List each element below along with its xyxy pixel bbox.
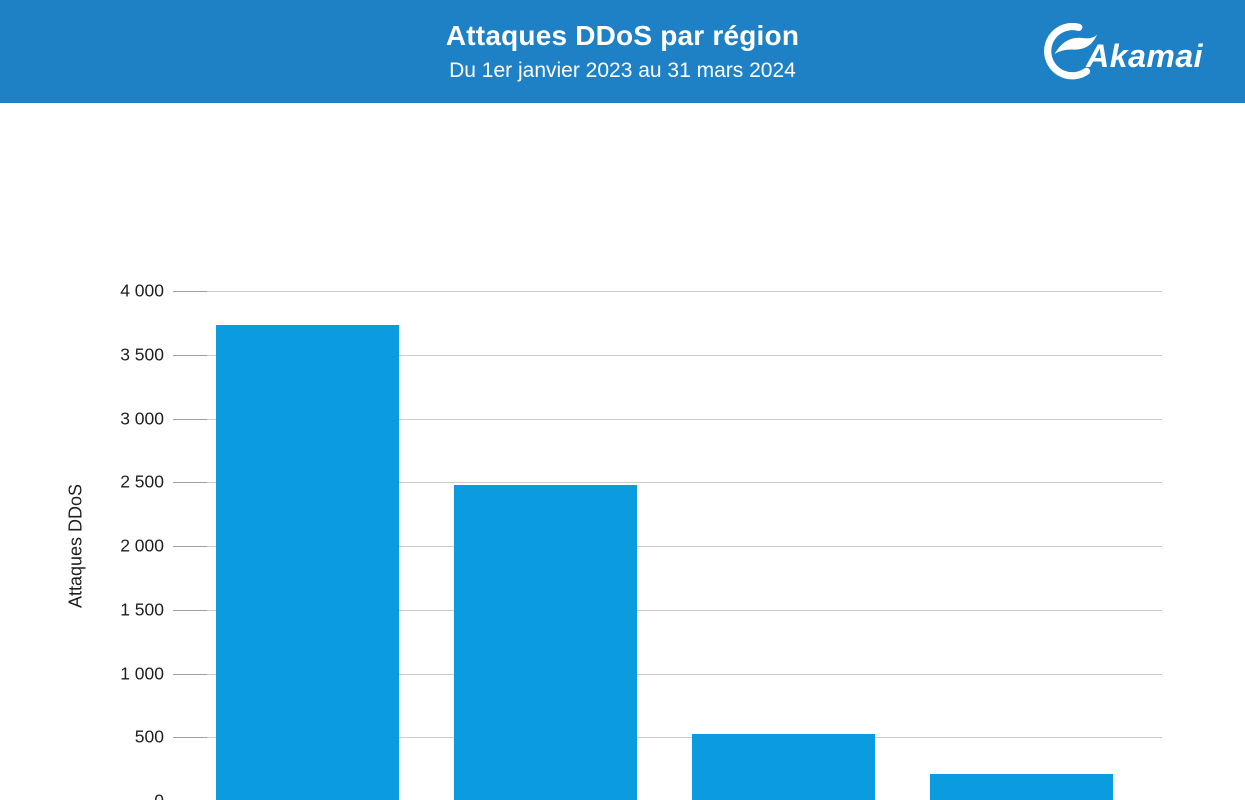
gridline xyxy=(173,482,1162,484)
akamai-logo-text: Akamai xyxy=(1086,38,1203,74)
y-tick-label: 2 000 xyxy=(120,535,164,556)
y-tick-mark xyxy=(173,418,207,420)
y-tick-label: 3 000 xyxy=(120,408,164,428)
chart-subtitle: Du 1er janvier 2023 au 31 mars 2024 xyxy=(449,59,796,82)
y-tick-label: 0 xyxy=(154,791,164,800)
y-tick-label: 500 xyxy=(134,726,164,747)
y-tick-label: 3 500 xyxy=(120,344,164,365)
gridline xyxy=(173,291,1162,292)
gridline xyxy=(173,354,1162,356)
akamai-logo: Akamai xyxy=(1042,22,1203,81)
y-axis-labels: 0 500 1 000 1 500 2 000 2 500 3 000 3 500 4 000 xyxy=(0,281,164,800)
y-tick-label: 2 500 xyxy=(120,471,164,492)
gridline xyxy=(173,673,1162,675)
plot-area xyxy=(173,291,1162,800)
header-titles: Attaques DDoS par région Du 1er janvier … xyxy=(446,20,799,83)
gridline xyxy=(173,546,1162,547)
bar-am-nord xyxy=(216,324,399,800)
y-tick-mark xyxy=(173,546,207,547)
y-tick-label: 1 500 xyxy=(120,599,164,620)
y-tick-mark xyxy=(173,482,207,484)
header-band: Attaques DDoS par région Du 1er janvier … xyxy=(0,0,1245,103)
y-tick-mark xyxy=(173,737,207,739)
gridline xyxy=(173,737,1162,739)
bar-latam xyxy=(930,773,1113,800)
y-tick-mark xyxy=(173,354,207,356)
y-tick-mark xyxy=(173,673,207,675)
y-tick-mark xyxy=(173,291,207,292)
bar-emea xyxy=(454,485,637,800)
akamai-wave-icon xyxy=(1044,22,1098,79)
chart-title: Attaques DDoS par région xyxy=(445,20,800,51)
bar-apj xyxy=(692,734,875,800)
gridline xyxy=(173,418,1162,420)
y-tick-mark xyxy=(173,609,207,611)
gridline xyxy=(173,609,1162,611)
y-tick-label: 1 000 xyxy=(120,663,164,683)
y-tick-label: 4 000 xyxy=(120,280,164,301)
